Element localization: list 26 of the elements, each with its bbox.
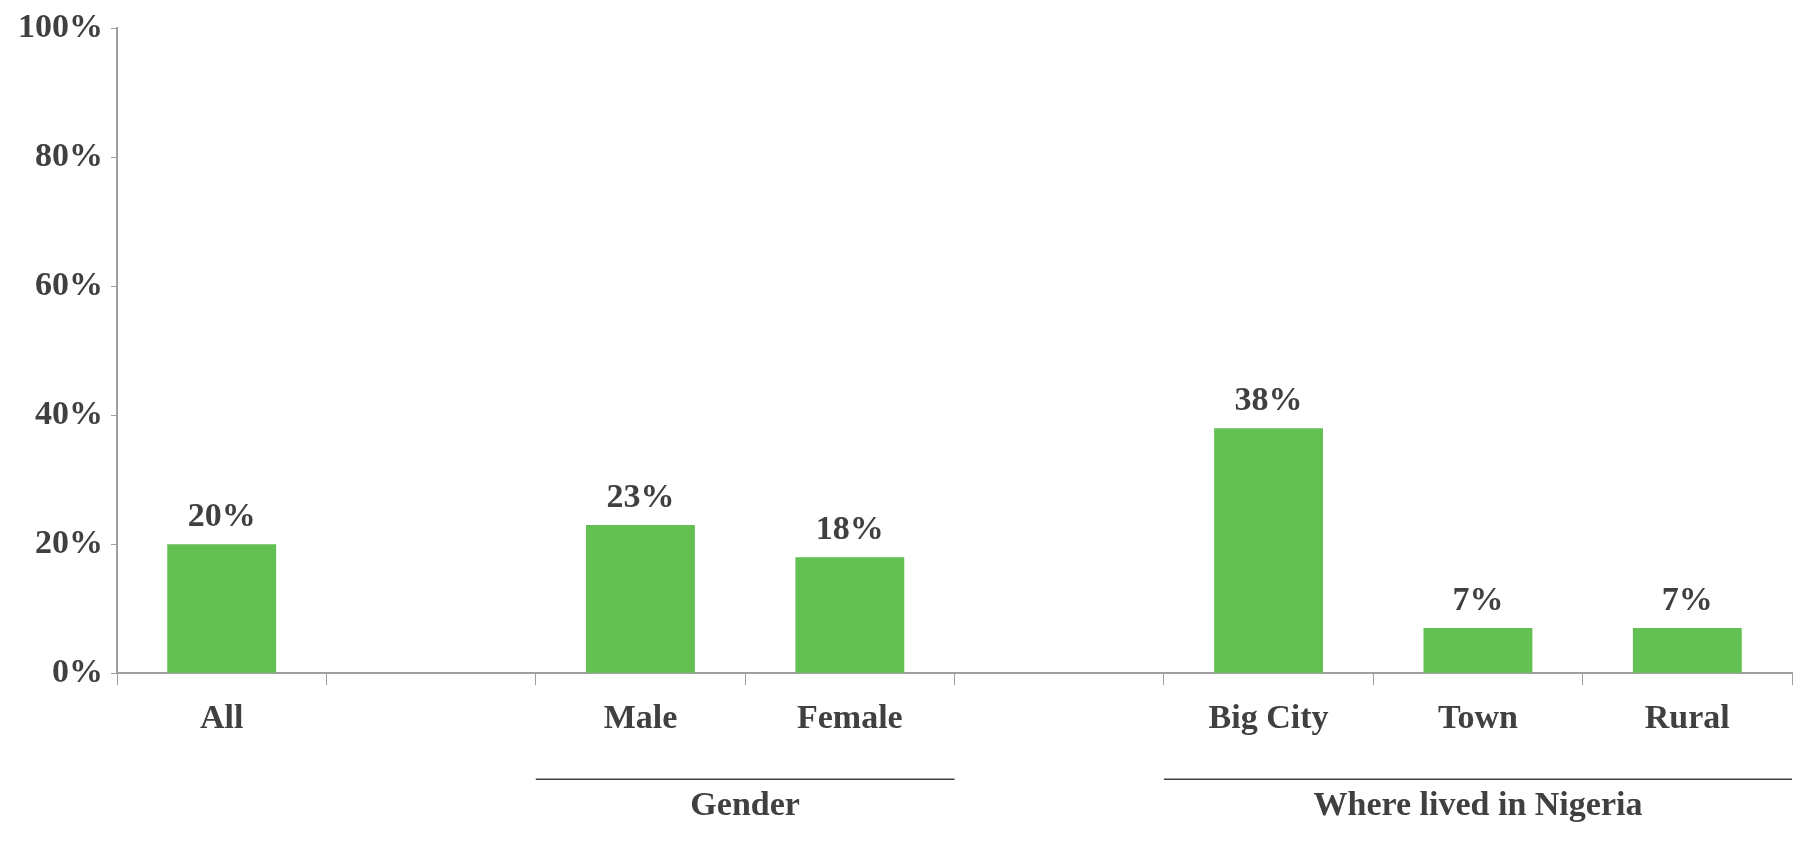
x-tick-label: Female xyxy=(796,698,903,736)
y-tick-label: 0% xyxy=(52,651,103,689)
data-label: 18% xyxy=(815,508,884,546)
y-tick-label: 20% xyxy=(35,523,103,561)
text: Where lived in Nigeria xyxy=(1313,784,1643,822)
y-tick-label: 40% xyxy=(35,394,103,432)
x-tick-label: Big City xyxy=(1208,698,1329,736)
y-tick-label: 60% xyxy=(35,265,103,303)
data-label: 38% xyxy=(1234,379,1303,417)
bar xyxy=(167,544,277,673)
data-label: 23% xyxy=(606,476,675,514)
x-tick-label: Rural xyxy=(1644,698,1730,736)
bar xyxy=(586,524,695,673)
text: Gender xyxy=(690,784,800,822)
bar xyxy=(1214,428,1323,673)
bar xyxy=(1632,628,1742,673)
x-tick-label: All xyxy=(199,698,244,736)
bar xyxy=(1423,628,1533,673)
y-tick-label: 100% xyxy=(18,7,103,45)
data-label: 7% xyxy=(1661,579,1713,617)
x-tick-label: Male xyxy=(603,698,678,736)
bar xyxy=(795,557,905,673)
data-label: 20% xyxy=(187,496,256,534)
x-tick-label: Town xyxy=(1437,698,1519,736)
data-label: 7% xyxy=(1452,579,1504,617)
y-tick-label: 80% xyxy=(35,136,103,174)
